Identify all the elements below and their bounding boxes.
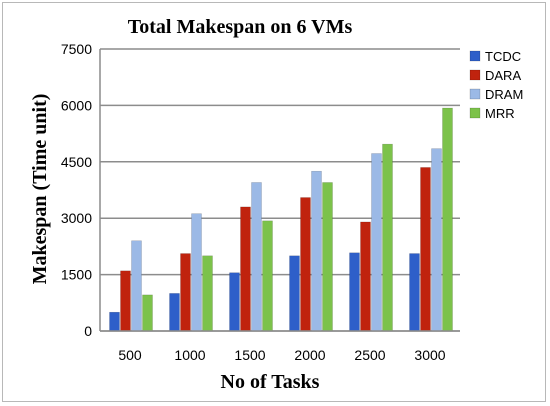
x-tick-label: 3000 [414, 347, 445, 363]
bar-dara-1000 [180, 253, 191, 332]
y-tick-label: 6000 [61, 97, 92, 113]
bar-dram-3000 [431, 148, 442, 332]
y-tick-label: 1500 [61, 267, 92, 283]
y-tick-label: 4500 [61, 154, 92, 170]
bar-mrr-1000 [202, 255, 213, 332]
x-tick-label: 2500 [354, 347, 385, 363]
y-tick-label: 7500 [61, 41, 92, 57]
x-axis-title: No of Tasks [221, 371, 320, 393]
chart-title: Total Makespan on 6 VMs [128, 16, 353, 38]
bar-mrr-2500 [382, 143, 393, 332]
legend-label-dara: DARA [485, 68, 521, 83]
grid [100, 48, 460, 332]
x-tick-label: 1500 [234, 347, 265, 363]
y-axis-title: Makespan (Time unit) [29, 94, 51, 285]
bar-tcdc-2500 [349, 252, 360, 332]
bar-dara-2000 [300, 197, 311, 332]
legend-swatch-dara [469, 69, 481, 81]
bar-mrr-500 [142, 294, 153, 332]
x-tick-label: 2000 [294, 347, 325, 363]
legend-swatch-dram [469, 88, 481, 100]
bar-tcdc-500 [109, 311, 120, 332]
bar-dram-1500 [251, 182, 262, 332]
bar-tcdc-2000 [289, 255, 300, 332]
bar-tcdc-1500 [229, 272, 240, 332]
legend-label-dram: DRAM [485, 87, 523, 102]
legend-label-tcdc: TCDC [485, 49, 521, 64]
y-tick-label: 0 [84, 323, 92, 339]
bar-dram-1000 [191, 213, 202, 332]
chart-frame [2, 2, 546, 402]
legend-swatch-tcdc [469, 50, 481, 62]
x-tick-label: 1000 [174, 347, 205, 363]
bar-tcdc-3000 [409, 253, 420, 332]
axes: 0 1500 3000 4500 6000 7500 500 1000 1500 2000 2500… [61, 41, 460, 363]
bar-dram-2500 [371, 153, 382, 332]
bar-dram-2000 [311, 170, 322, 332]
legend: TCDC DARA DRAM MRR [469, 49, 523, 121]
bar-mrr-1500 [262, 220, 273, 332]
bar-dram-500 [131, 240, 142, 332]
bar-dara-500 [120, 270, 131, 332]
bar-tcdc-1000 [169, 293, 180, 332]
bars [109, 107, 453, 332]
bar-dara-3000 [420, 167, 431, 332]
legend-label-mrr: MRR [485, 106, 515, 121]
bar-dara-1500 [240, 206, 251, 332]
y-tick-label: 3000 [61, 210, 92, 226]
bar-dara-2500 [360, 221, 371, 332]
x-tick-label: 500 [118, 347, 142, 363]
legend-swatch-mrr [469, 107, 481, 119]
bar-mrr-2000 [322, 182, 333, 332]
bar-mrr-3000 [442, 107, 453, 332]
